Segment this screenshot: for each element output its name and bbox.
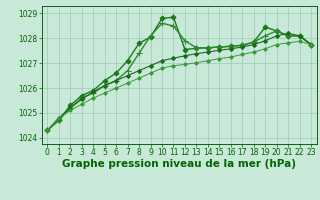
X-axis label: Graphe pression niveau de la mer (hPa): Graphe pression niveau de la mer (hPa) (62, 159, 296, 169)
